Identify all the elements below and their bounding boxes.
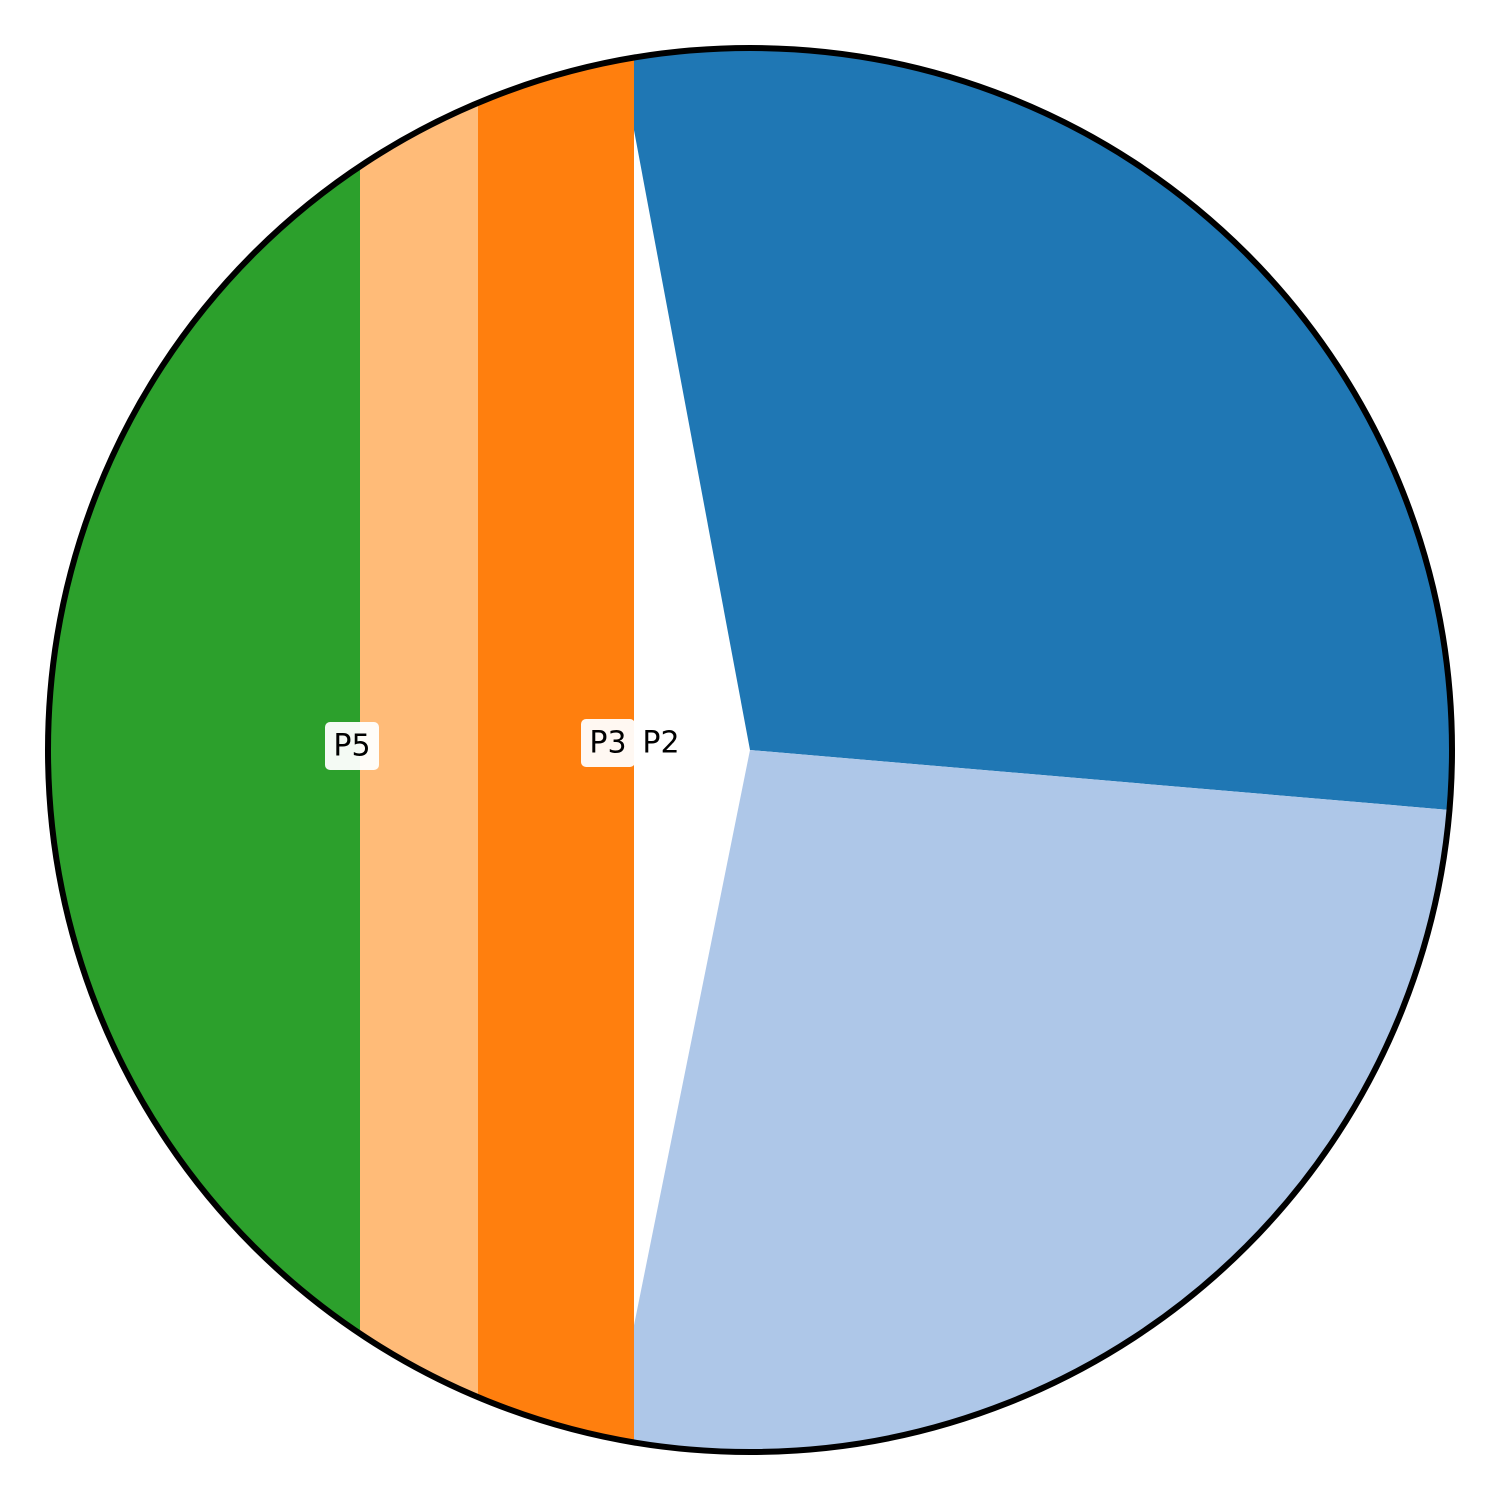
slice-p2 [611, 750, 1450, 1452]
slice-p4 [360, 48, 478, 1452]
label-p3: P3 [581, 719, 635, 767]
label-p2-text: P2 [642, 726, 679, 761]
pie-outline [45, 45, 1455, 1455]
slice-p3-edge-top [620, 48, 634, 750]
slice-p5 [48, 48, 360, 1452]
label-p3-text: P3 [589, 726, 626, 761]
label-p5: P5 [325, 722, 379, 770]
label-p2-box [634, 719, 688, 767]
label-p3-box [581, 719, 635, 767]
label-p2: P2 [634, 719, 688, 767]
slice-p1 [620, 48, 1452, 810]
label-p5-text: P5 [333, 729, 370, 764]
label-p5-box [325, 722, 379, 770]
slice-p3-edge-bottom [620, 750, 634, 1452]
